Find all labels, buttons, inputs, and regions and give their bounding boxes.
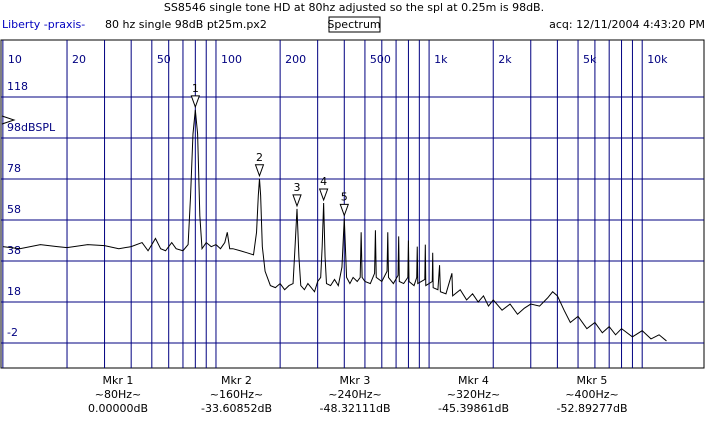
- marker-value: -48.32111dB: [320, 402, 391, 415]
- marker-number: 1: [192, 82, 199, 95]
- marker-name: Mkr 2: [221, 374, 252, 387]
- marker-triangle: [190, 95, 201, 109]
- view-box: [328, 16, 381, 33]
- acquired: acq: 12/11/2004 4:43:20 PM: [549, 18, 705, 31]
- x-tick-label: 2k: [498, 53, 512, 66]
- marker-value: 0.00000dB: [88, 402, 148, 415]
- app-name: Liberty -praxis-: [2, 18, 85, 31]
- marker-freq: ~400Hz~: [565, 388, 618, 401]
- marker-triangle: [254, 164, 265, 178]
- x-tick-label: 10: [8, 53, 22, 66]
- trace: [2, 109, 667, 342]
- y-tick-label: 58: [7, 203, 21, 216]
- marker-number: 5: [341, 190, 348, 203]
- reference-arrow: [1, 115, 16, 125]
- marker-number: 4: [320, 175, 327, 188]
- x-tick-label: 50: [157, 53, 171, 66]
- x-tick-label: 5k: [583, 53, 597, 66]
- marker-name: Mkr 3: [340, 374, 371, 387]
- marker-number: 3: [294, 181, 301, 194]
- marker-freq: ~320Hz~: [447, 388, 500, 401]
- y-tick-label: -2: [7, 326, 18, 339]
- marker-triangle: [339, 203, 349, 217]
- marker-name: Mkr 4: [458, 374, 489, 387]
- x-tick-label: 100: [221, 53, 242, 66]
- marker-number: 2: [256, 151, 263, 164]
- marker-value: -45.39861dB: [438, 402, 509, 415]
- marker-triangle: [292, 194, 302, 208]
- y-tick-label: 38: [7, 244, 21, 257]
- file-name: 80 hz single 98dB pt25m.px2: [105, 18, 267, 31]
- x-tick-label: 20: [72, 53, 86, 66]
- marker-name: Mkr 1: [103, 374, 134, 387]
- y-tick-label: 78: [7, 162, 21, 175]
- marker-triangle: [318, 188, 329, 202]
- plot-frame: [0, 39, 705, 369]
- x-tick-label: 10k: [647, 53, 668, 66]
- y-tick-label: 118: [7, 80, 28, 93]
- view-label: Spectrum: [327, 18, 380, 31]
- y-tick-label: 18: [7, 285, 21, 298]
- x-tick-label: 1k: [434, 53, 448, 66]
- marker-freq: ~240Hz~: [328, 388, 381, 401]
- marker-value: -52.89277dB: [557, 402, 628, 415]
- marker-name: Mkr 5: [577, 374, 608, 387]
- y-tick-label: 98dBSPL: [7, 121, 56, 134]
- marker-freq: ~160Hz~: [210, 388, 263, 401]
- marker-freq: ~80Hz~: [95, 388, 141, 401]
- marker-value: -33.60852dB: [201, 402, 272, 415]
- x-tick-label: 200: [285, 53, 306, 66]
- x-tick-label: 500: [370, 53, 391, 66]
- title: SS8546 single tone HD at 80hz adjusted s…: [164, 1, 544, 14]
